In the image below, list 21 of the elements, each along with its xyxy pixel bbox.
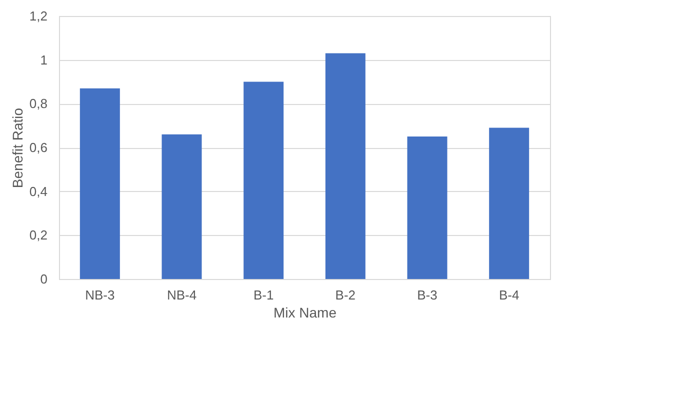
- bar: [407, 136, 448, 279]
- y-tick-label: 1,2: [29, 8, 48, 24]
- x-axis-title: Mix Name: [273, 304, 337, 320]
- y-axis-title: Benefit Ratio: [9, 108, 26, 188]
- x-tick-label: NB-4: [166, 288, 197, 302]
- y-tick-label: 1: [40, 52, 48, 68]
- bar: [325, 53, 366, 279]
- bar: [244, 82, 284, 279]
- bar: [80, 88, 120, 279]
- y-tick-label: 0,2: [29, 228, 48, 243]
- bar: [489, 128, 530, 279]
- x-tick-label: NB-3: [85, 288, 115, 302]
- y-tick-label: 0,4: [29, 184, 48, 199]
- x-tick-label: B-2: [335, 288, 356, 302]
- y-tick-label: 0,8: [29, 96, 48, 112]
- y-tick-label: 0,6: [29, 140, 48, 155]
- x-tick-label: B-3: [417, 288, 438, 302]
- bar: [162, 134, 202, 279]
- x-tick-label: B-4: [498, 288, 520, 302]
- y-tick-label: 0: [40, 272, 48, 286]
- x-tick-label: B-1: [253, 288, 274, 302]
